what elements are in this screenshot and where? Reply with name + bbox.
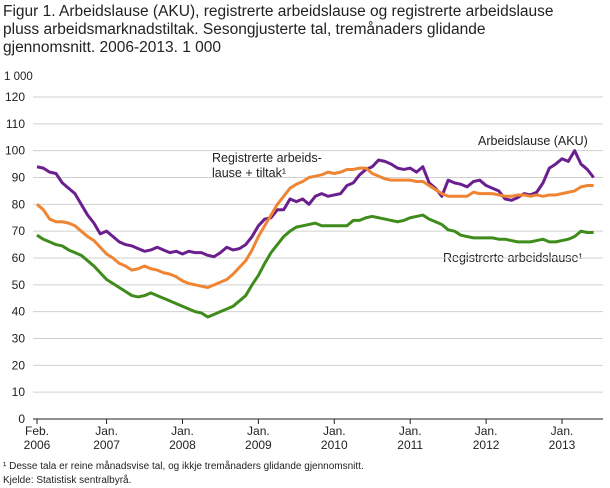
y-tick-label: 110 xyxy=(6,117,25,131)
y-tick-label: 40 xyxy=(12,305,26,319)
series-line xyxy=(36,166,594,290)
x-tick-label: Jan. 2011 xyxy=(397,424,424,452)
title-line: pluss arbeidsmarknadstiltak. Sesongjuste… xyxy=(3,21,485,38)
x-tick-label: Jan. 2007 xyxy=(93,424,120,452)
y-tick-label: 100 xyxy=(5,144,25,158)
x-tick-label: Jan. 2008 xyxy=(169,424,196,452)
footnote: ¹ Desse tala er reine månadsvise tal, og… xyxy=(3,460,364,472)
y-tick-label: 0 xyxy=(18,412,25,426)
y-tick-label: 60 xyxy=(12,251,26,265)
annotation: Arbeidslause (AKU) xyxy=(478,134,588,148)
x-tick-label: Jan. 2010 xyxy=(320,424,348,452)
title-line: gjennomsnitt. 2006-2013. 1 000 xyxy=(3,39,221,56)
series-line xyxy=(36,149,595,259)
footnote: Kjelde: Statistisk sentralbyrå. xyxy=(3,474,131,486)
x-tick-label: Jan. 2012 xyxy=(472,424,500,452)
y-tick-label: 10 xyxy=(12,385,26,399)
y-tick-label: 120 xyxy=(5,90,25,104)
y-tick-label: 90 xyxy=(12,171,26,185)
x-tick-label: Feb. 2006 xyxy=(23,424,51,452)
y-tick-label: 30 xyxy=(12,332,26,346)
title-line: Figur 1. Arbeidslause (AKU), registrerte… xyxy=(3,3,554,20)
y-unit: 1 000 xyxy=(4,71,33,83)
series-line xyxy=(36,213,594,319)
y-tick-label: 70 xyxy=(12,224,26,238)
annotation: lause + tiltak¹ xyxy=(212,166,286,180)
x-tick-label: Jan. 2013 xyxy=(548,424,576,452)
annotation: Registrerte arbeids- xyxy=(212,151,322,165)
y-tick-label: 80 xyxy=(12,197,26,211)
x-tick-label: Jan. 2009 xyxy=(245,424,272,452)
y-tick-label: 20 xyxy=(12,358,26,372)
y-tick-label: 50 xyxy=(12,278,26,292)
